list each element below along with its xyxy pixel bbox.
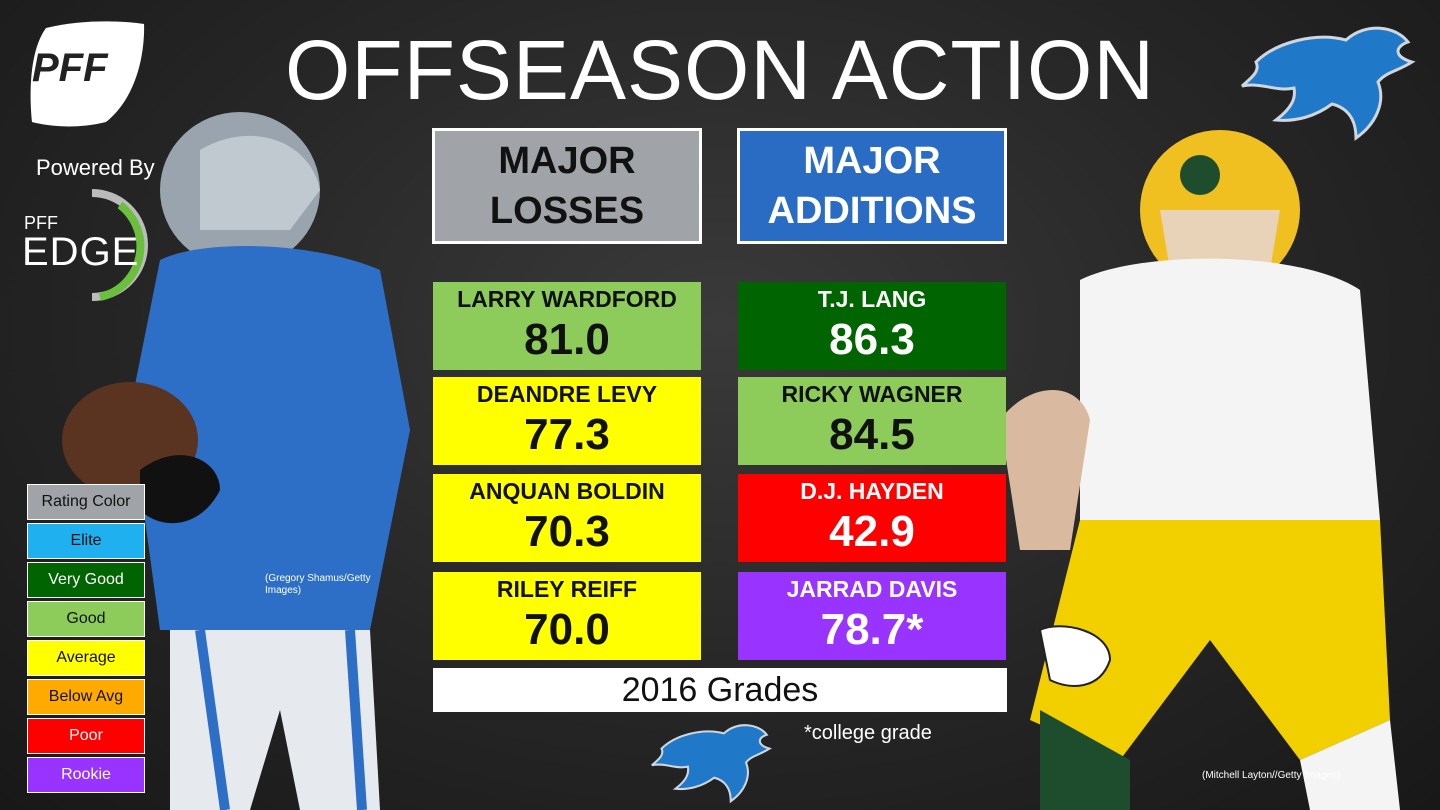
college-grade-note: *college grade bbox=[804, 722, 932, 744]
player-left-image bbox=[62, 112, 410, 810]
legend-item: Good bbox=[27, 601, 145, 637]
player-grade: 78.7* bbox=[820, 605, 924, 654]
player-name: D.J. HAYDEN bbox=[800, 478, 944, 504]
legend-item: Rookie bbox=[27, 757, 145, 793]
player-name: RICKY WAGNER bbox=[781, 381, 963, 407]
major-losses-header: MAJOR LOSSES bbox=[432, 128, 702, 244]
edge-ring-icon bbox=[91, 189, 148, 301]
player-name: ANQUAN BOLDIN bbox=[469, 478, 665, 504]
addition-card-3: D.J. HAYDEN 42.9 bbox=[738, 474, 1006, 562]
player-name: RILEY REIFF bbox=[496, 576, 638, 602]
legend-item: Rating Color bbox=[27, 484, 145, 520]
major-additions-label: MAJOR ADDITIONS bbox=[767, 140, 977, 232]
legend-item: Below Avg bbox=[27, 679, 145, 715]
loss-card-2: DEANDRE LEVY 77.3 bbox=[433, 377, 701, 465]
player-grade: 86.3 bbox=[829, 315, 915, 364]
loss-card-3: ANQUAN BOLDIN 70.3 bbox=[433, 474, 701, 562]
football-icon bbox=[30, 21, 145, 127]
player-grade: 81.0 bbox=[524, 315, 610, 364]
player-name: LARRY WARDFORD bbox=[457, 286, 677, 312]
player-grade: 84.5 bbox=[829, 410, 915, 459]
addition-card-4: JARRAD DAVIS 78.7* bbox=[738, 572, 1006, 660]
lion-icon bbox=[651, 724, 773, 804]
player-grade: 70.3 bbox=[524, 507, 610, 556]
loss-card-4: RILEY REIFF 70.0 bbox=[433, 572, 701, 660]
grades-year-label: 2016 Grades bbox=[433, 668, 1007, 712]
player-name: JARRAD DAVIS bbox=[786, 576, 958, 602]
player-grade: 42.9 bbox=[829, 507, 915, 556]
player-name: DEANDRE LEVY bbox=[476, 381, 658, 407]
lion-icon bbox=[1241, 26, 1416, 141]
edge-small-text: PFF bbox=[24, 213, 58, 233]
major-additions-header: MAJOR ADDITIONS bbox=[737, 128, 1007, 244]
player-grade: 77.3 bbox=[524, 410, 610, 459]
legend-item: Average bbox=[27, 640, 145, 676]
legend-item: Poor bbox=[27, 718, 145, 754]
rating-color-legend: Rating Color Elite Very Good Good Averag… bbox=[27, 484, 145, 796]
pff-logo-text: PFF bbox=[32, 46, 108, 90]
edge-big-text: EDGE bbox=[22, 230, 140, 274]
player-name: T.J. LANG bbox=[817, 286, 927, 312]
photo-credit-left: (Gregory Shamus/Getty Images) bbox=[265, 573, 371, 596]
addition-card-2: RICKY WAGNER 84.5 bbox=[738, 377, 1006, 465]
loss-card-1: LARRY WARDFORD 81.0 bbox=[433, 282, 701, 370]
legend-item: Very Good bbox=[27, 562, 145, 598]
powered-by-label: Powered By bbox=[36, 155, 155, 180]
photo-credit-right: (Mitchell Layton//Getty Images) bbox=[1202, 770, 1341, 781]
player-grade: 70.0 bbox=[524, 605, 610, 654]
legend-item: Elite bbox=[27, 523, 145, 559]
page-title: OFFSEASON ACTION bbox=[284, 23, 1156, 117]
major-losses-label: MAJOR LOSSES bbox=[489, 140, 645, 232]
addition-card-1: T.J. LANG 86.3 bbox=[738, 282, 1006, 370]
player-right-image bbox=[1000, 130, 1400, 810]
